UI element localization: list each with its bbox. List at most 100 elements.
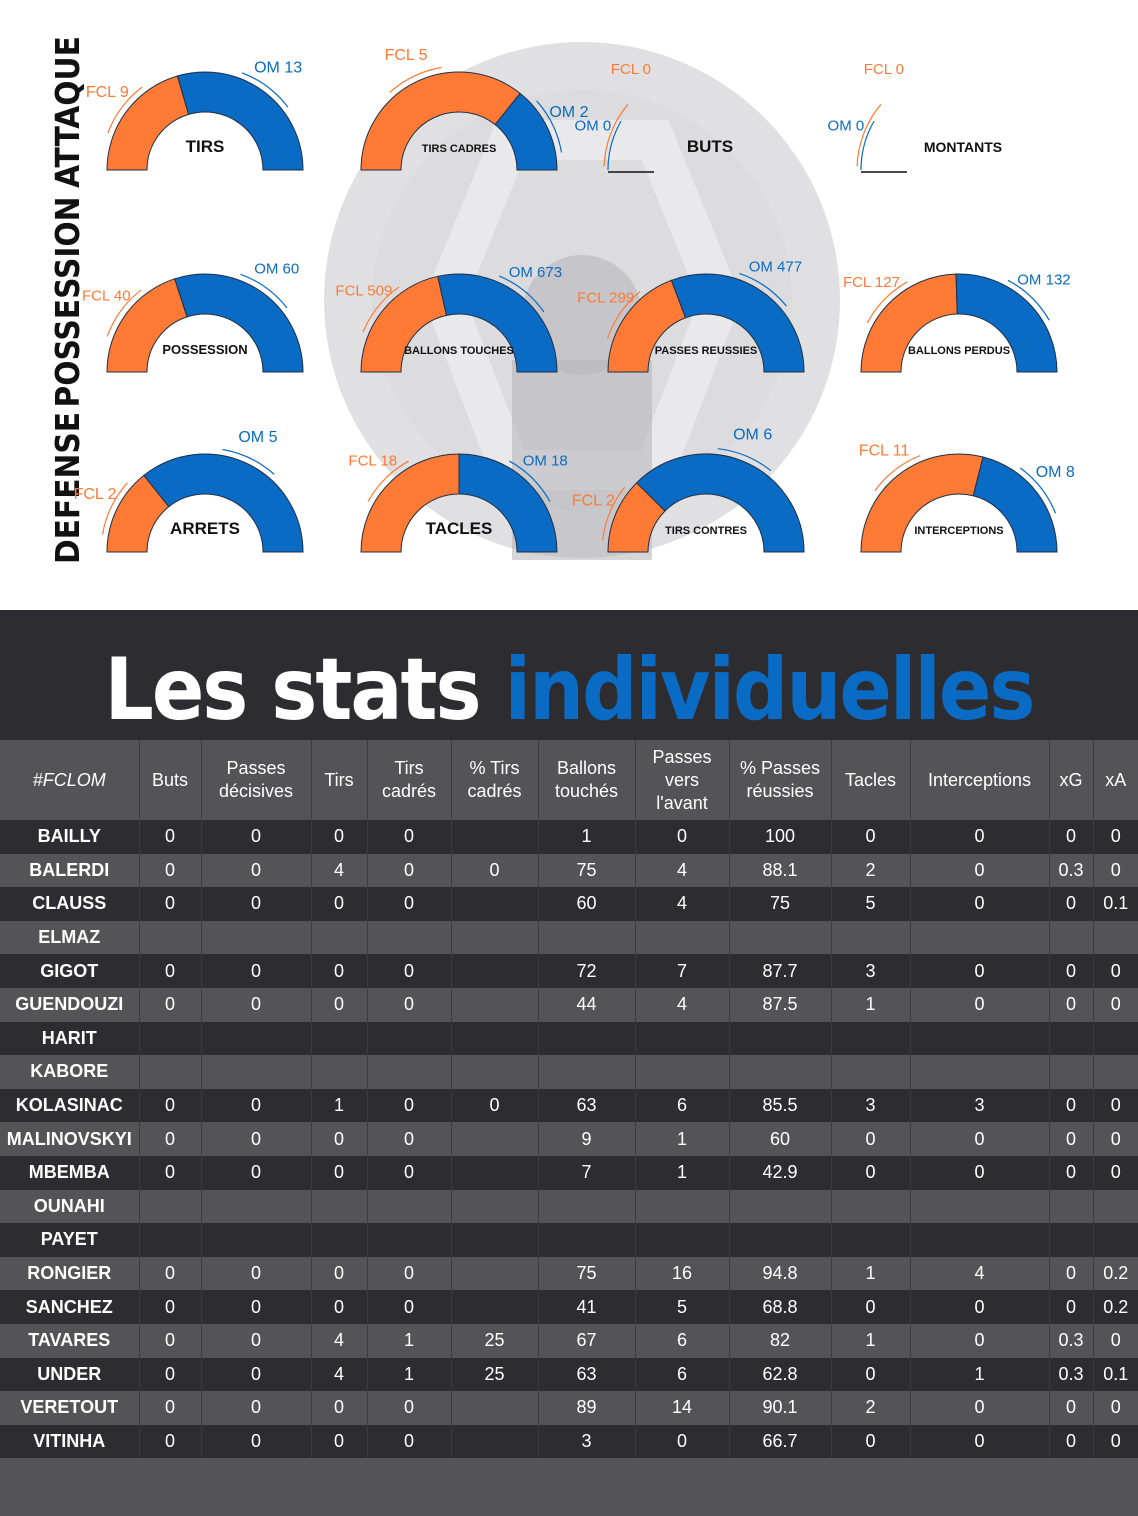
gauge-passes-reussies-title: PASSES REUSSIES <box>655 345 758 357</box>
stat-cell: 0 <box>366 820 451 854</box>
gauge-tirs-contres-om-bracket <box>717 448 772 472</box>
stat-cell <box>366 1021 451 1056</box>
stat-cell <box>830 1055 910 1089</box>
stat-cell <box>138 1189 201 1224</box>
gauge-tirs-title: TIRS <box>186 137 225 156</box>
header-passes-vers-l-avant: Passes vers l'avant <box>634 740 729 820</box>
stat-cell: 82 <box>728 1323 831 1358</box>
stat-cell: 0 <box>909 1424 1049 1459</box>
stat-cell <box>1092 920 1138 955</box>
stat-cell <box>138 1021 201 1056</box>
stat-cell: 0 <box>310 1424 367 1459</box>
stat-cell: 0 <box>450 853 538 888</box>
header-buts: Buts <box>138 740 201 820</box>
section-label-defense: DEFENSE <box>48 412 87 564</box>
gauge-montants-title: MONTANTS <box>924 139 1002 155</box>
stat-cell <box>909 1055 1049 1089</box>
header-tacles: Tacles <box>830 740 910 820</box>
gauge-tirs-contres-om-segment <box>635 453 805 553</box>
stat-cell: 94.8 <box>728 1256 831 1291</box>
stat-cell: 16 <box>634 1256 729 1291</box>
stat-cell: 0 <box>1048 1391 1093 1425</box>
stat-cell: 0 <box>366 987 451 1022</box>
player-name: VITINHA <box>0 1424 139 1459</box>
stat-cell: 0 <box>310 820 367 854</box>
gauge-montants-fcl-outline <box>856 104 882 167</box>
stat-cell: 0 <box>200 1122 311 1156</box>
stat-cell: 3 <box>830 1088 910 1123</box>
stat-cell: 0 <box>200 1155 311 1190</box>
stat-cell <box>450 887 538 921</box>
stat-cell: 4 <box>310 853 367 888</box>
stat-cell <box>1092 1189 1138 1224</box>
gauge-tirs-contres-fcl-bracket <box>602 486 626 541</box>
gauge-interceptions-fcl-label: FCL 11 <box>859 443 910 460</box>
stat-cell: 0.2 <box>1092 1290 1138 1324</box>
stat-cell: 2 <box>830 1391 910 1425</box>
stat-cell: 4 <box>310 1323 367 1358</box>
header-xg: xG <box>1048 740 1093 820</box>
gauge-interceptions-om-segment <box>972 456 1058 553</box>
stat-cell: 0 <box>310 1256 367 1291</box>
stat-cell: 88.1 <box>728 853 831 888</box>
gauge-tacles-title: TACLES <box>426 519 493 538</box>
table-row: VERETOUT 0 0 0 0 89 14 90.1 2 0 0 0 <box>0 1391 1138 1425</box>
stat-cell: 0 <box>830 1122 910 1156</box>
stat-cell: 4 <box>634 987 729 1022</box>
stat-cell: 75 <box>537 1256 635 1291</box>
gauge-montants: FCL 0 OM 0 MONTANTS <box>828 61 1002 173</box>
gauge-interceptions-fcl-bracket <box>874 454 921 492</box>
individual-stats-table: #FCLOM Buts Passes décisives Tirs Tirs cadré… <box>0 740 1138 1459</box>
gauge-tirs-contres: FCL 2 OM 6 TIRS CONTRES <box>572 426 805 553</box>
player-name: MBEMBA <box>0 1155 139 1190</box>
header-tirs: Tirs <box>310 740 367 820</box>
stat-cell: 1 <box>634 1155 729 1190</box>
table-row: GIGOT 0 0 0 0 72 7 87.7 3 0 0 0 <box>0 954 1138 988</box>
player-name: PAYET <box>0 1223 139 1257</box>
stat-cell: 0 <box>1092 1323 1138 1358</box>
table-row: ELMAZ <box>0 920 1138 955</box>
stat-cell <box>138 1055 201 1089</box>
stat-cell <box>450 1155 538 1190</box>
gauge-ballons-perdus-om-bracket <box>1007 279 1050 321</box>
gauge-ballons-touches-om-segment <box>437 273 558 373</box>
title-white-part: Les stats <box>104 640 482 740</box>
stat-cell: 25 <box>450 1357 538 1392</box>
stat-cell <box>1092 1021 1138 1056</box>
table-row: UNDER 0 0 4 1 25 63 6 62.8 0 1 0.3 0.1 <box>0 1357 1138 1392</box>
stat-cell: 0 <box>634 820 729 854</box>
gauge-possession-fcl-label: FCL 40 <box>82 287 131 304</box>
stat-cell: 0 <box>138 1290 201 1324</box>
stat-cell: 63 <box>537 1088 635 1123</box>
stat-cell: 0 <box>366 887 451 921</box>
gauge-interceptions: FCL 11 OM 8 INTERCEPTIONS <box>859 443 1075 553</box>
stat-cell: 0 <box>310 954 367 988</box>
stat-cell: 0 <box>1092 1391 1138 1425</box>
stat-cell: 4 <box>909 1256 1049 1291</box>
stat-cell <box>200 1021 311 1056</box>
stat-cell: 0 <box>909 1290 1049 1324</box>
player-name: HARIT <box>0 1021 139 1056</box>
player-name: KOLASINAC <box>0 1088 139 1123</box>
player-name: UNDER <box>0 1357 139 1392</box>
header-team: #FCLOM <box>0 740 139 820</box>
gauge-ballons-perdus-title: BALLONS PERDUS <box>908 345 1010 357</box>
stat-cell <box>634 920 729 955</box>
gauge-tirs-cadres-fcl-segment <box>360 71 521 171</box>
player-name: OUNAHI <box>0 1189 139 1224</box>
stat-cell: 0 <box>450 1088 538 1123</box>
individual-stats-header <box>0 610 1138 740</box>
stat-cell: 0 <box>366 1088 451 1123</box>
gauge-possession-om-segment <box>174 273 304 373</box>
stat-cell: 0 <box>138 1391 201 1425</box>
gauge-tirs-cadres-om-bracket <box>536 100 563 153</box>
gauge-montants-om-outline <box>860 120 875 171</box>
stat-cell: 0.1 <box>1092 887 1138 921</box>
gauge-arrets-om-segment <box>143 453 304 553</box>
stat-cell <box>537 1021 635 1056</box>
gauge-arrets-title: ARRETS <box>170 519 240 538</box>
stat-cell: 0 <box>200 1088 311 1123</box>
gauge-ballons-perdus-om-segment <box>955 273 1058 373</box>
stat-cell <box>728 1055 831 1089</box>
stat-cell <box>310 1189 367 1224</box>
